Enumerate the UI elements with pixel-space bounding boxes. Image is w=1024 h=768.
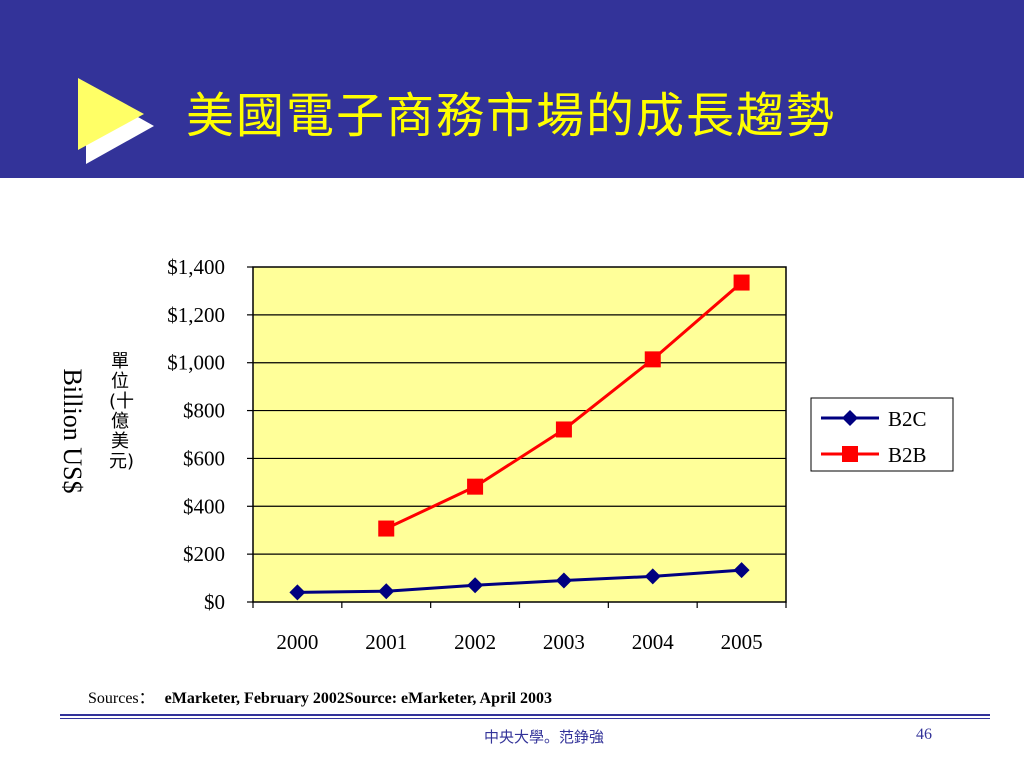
y-tick-label: $1,400 [167, 255, 225, 279]
y-tick-label: $1,200 [167, 303, 225, 327]
y-tick-label: $400 [183, 494, 225, 518]
legend-marker-b2b [842, 446, 858, 462]
footer-divider [60, 714, 990, 716]
play-arrow-icon [78, 78, 154, 164]
legend-marker-b2c [842, 410, 858, 426]
x-tick-label: 2001 [365, 630, 407, 654]
series-lines [289, 274, 750, 601]
data-point-b2c [644, 568, 661, 585]
data-point-b2b [378, 520, 395, 537]
legend-label-b2b: B2B [888, 443, 927, 467]
x-tick-labels: 2000 2001 2002 2003 2004 2005 [276, 630, 762, 654]
legend: B2C B2B [810, 397, 954, 472]
data-point-b2c [378, 583, 395, 600]
slide-title: 美國電子商務市場的成長趨勢 [186, 88, 837, 144]
data-point-b2b [644, 351, 661, 368]
data-point-b2b [733, 274, 750, 291]
slide-header [0, 0, 1024, 178]
sources-text: eMarketer, February 2002Source: eMarkete… [164, 690, 552, 707]
y-tick-label: $200 [183, 542, 225, 566]
y-tick-label: $800 [183, 399, 225, 423]
x-tick-label: 2002 [454, 630, 496, 654]
sources-label: Sources： [88, 690, 155, 707]
x-tick-label: 2004 [632, 630, 675, 654]
y-axis-unit-label: 單位(十億美元) [109, 351, 135, 472]
data-point-b2b [555, 421, 572, 438]
series-line-b2c [297, 568, 742, 594]
footer-divider-thin [60, 718, 990, 719]
x-tick-label: 2000 [276, 630, 318, 654]
y-tick-label: $0 [204, 590, 225, 614]
x-tick-label: 2003 [543, 630, 585, 654]
data-point-b2c [467, 577, 484, 594]
axes [247, 266, 787, 608]
data-point-b2b [467, 478, 484, 495]
y-tick-label: $600 [183, 446, 225, 470]
data-point-b2c [733, 562, 750, 579]
page-number: 46 [916, 726, 932, 743]
sources-note: Sources： eMarketer, February 2002Source:… [88, 684, 552, 708]
legend-box [810, 397, 954, 472]
x-tick-label: 2005 [721, 630, 763, 654]
y-tick-label: $1,000 [167, 351, 225, 375]
data-point-b2c [555, 572, 572, 589]
footer-author: 中央大學。范錚強 [484, 728, 605, 746]
legend-label-b2c: B2C [888, 407, 927, 431]
data-point-b2c [289, 584, 306, 601]
plot-area [252, 266, 787, 603]
y-tick-labels: $0 $200 $400 $600 $800 $1,000 $1,200 $1,400 [167, 255, 225, 614]
